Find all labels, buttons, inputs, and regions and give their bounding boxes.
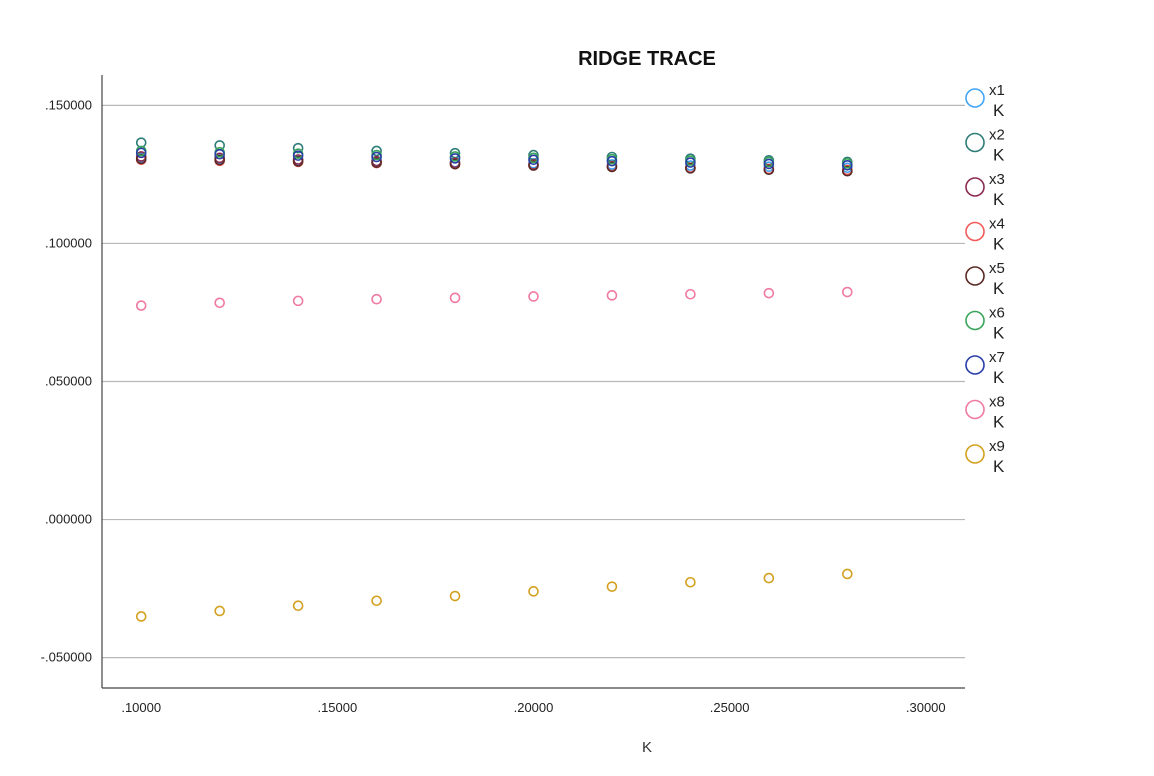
data-point-x7 xyxy=(842,159,853,171)
y-tick-label: .100000 xyxy=(45,235,92,250)
legend-series-name: x7 xyxy=(989,349,1005,366)
y-tick-label: .000000 xyxy=(45,512,92,527)
legend-series-name: x4 xyxy=(989,216,1005,233)
y-tick-label: .050000 xyxy=(45,374,92,389)
data-point-x5 xyxy=(371,157,382,169)
data-point-x7 xyxy=(135,147,147,159)
legend-series-sublabel: K xyxy=(993,413,1005,432)
data-point-x9 xyxy=(842,568,853,580)
data-point-x9 xyxy=(135,611,147,622)
data-point-x9 xyxy=(449,590,461,602)
data-point-x9 xyxy=(292,600,304,612)
legend-item-x4: x4 K xyxy=(965,216,1005,254)
legend-item-x6: x6 K xyxy=(965,305,1005,343)
legend-series-name: x5 xyxy=(989,260,1005,277)
data-point-x7 xyxy=(528,154,539,166)
points-layer xyxy=(135,137,853,622)
data-point-x5 xyxy=(135,153,147,165)
legend-series-sublabel: K xyxy=(993,368,1005,387)
data-point-x8 xyxy=(606,290,618,301)
data-point-x7 xyxy=(685,157,696,168)
x-tick-label: .10000 xyxy=(121,700,161,715)
data-point-x8 xyxy=(763,287,775,299)
legend-marker xyxy=(965,310,985,331)
legend-item-x1: x1 K xyxy=(965,82,1005,120)
legend-series-name: x3 xyxy=(989,171,1005,188)
legend-marker xyxy=(965,132,985,153)
data-point-x8 xyxy=(292,295,304,307)
data-point-x8 xyxy=(528,291,539,302)
legend-item-x2: x2 K xyxy=(965,127,1005,165)
data-point-x5 xyxy=(214,154,225,166)
data-point-x9 xyxy=(214,605,225,617)
data-point-x5 xyxy=(528,160,539,171)
data-point-x5 xyxy=(842,165,853,177)
x-tick-label: .20000 xyxy=(514,700,554,715)
data-point-x7 xyxy=(606,155,618,167)
data-point-x8 xyxy=(371,293,382,305)
data-point-x7 xyxy=(214,148,225,160)
data-point-x7 xyxy=(763,158,775,170)
data-point-x9 xyxy=(763,572,775,584)
grid-layer xyxy=(102,104,965,659)
legend-series-sublabel: K xyxy=(993,146,1005,165)
legend-series-name: x8 xyxy=(989,394,1005,411)
legend-series-name: x1 xyxy=(989,82,1005,99)
data-point-x9 xyxy=(685,576,696,588)
legend-series-sublabel: K xyxy=(993,101,1005,120)
data-point-x5 xyxy=(449,158,461,170)
legend-marker xyxy=(965,355,985,375)
legend-item-x9: x9 K xyxy=(965,438,1005,476)
legend-series-sublabel: K xyxy=(993,324,1005,343)
legend-item-x5: x5 K xyxy=(965,260,1005,298)
legend: x1 Kx2 Kx3 Kx4 Kx5 Kx6 Kx7 Kx8 Kx9 K xyxy=(965,82,1005,476)
x-tick-label: .30000 xyxy=(906,700,946,715)
legend-series-name: x2 xyxy=(989,127,1005,144)
legend-series-name: x6 xyxy=(989,305,1005,322)
chart-title: RIDGE TRACE xyxy=(578,48,716,70)
legend-marker xyxy=(965,266,985,286)
data-point-x8 xyxy=(685,288,696,300)
legend-item-x8: x8 K xyxy=(965,394,1005,432)
legend-marker xyxy=(965,444,985,464)
legend-series-sublabel: K xyxy=(993,457,1005,476)
legend-series-name: x9 xyxy=(989,438,1005,455)
ticks-layer: .150000 .100000 .050000 .000000 -.050000 .100… xyxy=(41,97,946,715)
data-point-x8 xyxy=(214,297,225,309)
data-point-x8 xyxy=(135,300,147,311)
y-tick-label: -.050000 xyxy=(41,650,92,665)
legend-marker xyxy=(965,399,985,420)
legend-series-sublabel: K xyxy=(993,190,1005,209)
y-tick-label: .150000 xyxy=(45,97,92,112)
data-point-x7 xyxy=(371,151,382,163)
legend-marker xyxy=(965,177,985,197)
data-point-x2 xyxy=(292,142,304,154)
data-point-x9 xyxy=(528,586,539,597)
legend-marker xyxy=(965,88,985,108)
legend-item-x7: x7 K xyxy=(965,349,1005,387)
axes-layer xyxy=(101,75,965,689)
data-point-x7 xyxy=(292,150,304,161)
x-axis-label: K xyxy=(642,739,652,756)
data-point-x9 xyxy=(606,581,618,592)
legend-series-sublabel: K xyxy=(993,235,1005,254)
data-point-x2 xyxy=(371,145,382,157)
x-tick-label: .25000 xyxy=(710,700,750,715)
data-point-x5 xyxy=(763,164,775,176)
data-point-x7 xyxy=(449,153,461,164)
x-tick-label: .15000 xyxy=(317,700,357,715)
data-point-x8 xyxy=(842,286,853,298)
data-point-x5 xyxy=(292,156,304,167)
data-point-x5 xyxy=(606,161,618,173)
legend-marker xyxy=(965,221,985,242)
legend-item-x3: x3 K xyxy=(965,171,1005,209)
data-point-x5 xyxy=(685,163,696,174)
data-point-x8 xyxy=(449,292,461,304)
legend-series-sublabel: K xyxy=(993,279,1005,298)
data-point-x9 xyxy=(371,595,382,607)
